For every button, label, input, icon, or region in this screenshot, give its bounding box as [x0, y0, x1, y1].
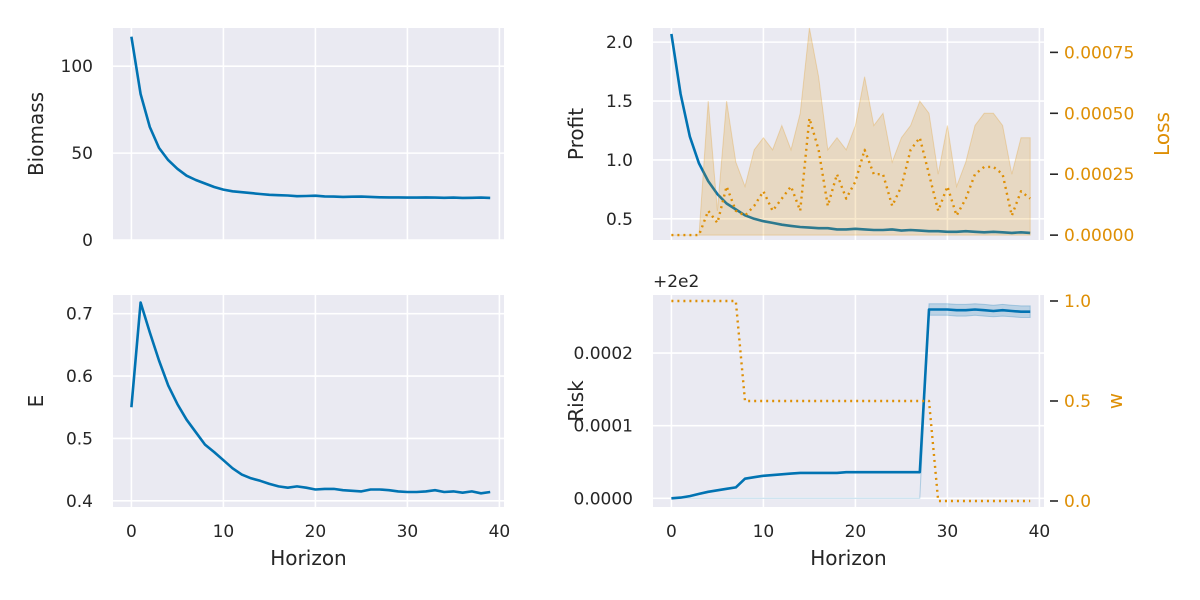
- x-tick-label: 10: [753, 522, 775, 542]
- profit-series-line: [670, 33, 1031, 235]
- y-tick-label: 0.0000: [574, 489, 633, 509]
- y-tick-label: 0: [82, 231, 93, 251]
- y-axis-label: Risk: [564, 380, 588, 422]
- y2-axis-label: Loss: [1150, 112, 1174, 156]
- y2-axis-label: w: [1103, 393, 1127, 409]
- y2-tick-label: 1.0: [1064, 292, 1091, 312]
- x-tick-label: 30: [397, 522, 419, 542]
- x-tick-label: 20: [305, 522, 327, 542]
- y2-tick-label: 0.00050: [1064, 104, 1134, 124]
- y-tick-label: 0.0001: [574, 417, 633, 437]
- chart-effort: 0.4 0.5 0.6 0.7 0 10 20 30 40 Horizon E: [24, 295, 510, 570]
- y2-tick-label: 0.5: [1064, 392, 1091, 412]
- loss-series-line: [671, 116, 1031, 237]
- x-tick-label: 0: [666, 522, 677, 542]
- y-tick-label: 1.0: [606, 151, 633, 171]
- y-tick-label: 2.0: [606, 33, 633, 53]
- x-tick-label: 20: [845, 522, 867, 542]
- chart-profit-loss: 0.5 1.0 1.5 2.0 Profit 0.00000 0.00025 0.00050 0…: [564, 27, 1174, 246]
- y-axis-label: Biomass: [24, 92, 48, 176]
- y-tick-label: 0.6: [66, 367, 93, 387]
- chart-biomass: 0 50 100 Biomass: [24, 28, 504, 251]
- plot-background: [653, 295, 1044, 507]
- e-series-line: [130, 301, 491, 495]
- y-tick-label: 0.4: [66, 492, 93, 512]
- loss-confidence-band: [671, 27, 1031, 236]
- risk-series-line: [671, 308, 1031, 500]
- x-tick-label: 30: [937, 522, 959, 542]
- y-tick-label: 0.0002: [574, 344, 633, 364]
- chart-risk-w: 0.0000 0.0001 0.0002 0 10 20 30 40 Horizon Risk +2…: [564, 272, 1127, 570]
- x-tick-label: 10: [213, 522, 235, 542]
- y-tick-label: 0.5: [606, 210, 633, 230]
- y-axis-label: Profit: [564, 108, 588, 160]
- x-tick-label: 40: [1029, 522, 1051, 542]
- y-tick-label: 0.5: [66, 429, 93, 449]
- y-tick-label: 0.7: [66, 305, 93, 325]
- x-axis-label: Horizon: [810, 546, 886, 570]
- plot-background: [113, 28, 504, 240]
- w-series-line: [671, 299, 1031, 503]
- x-tick-label: 40: [489, 522, 511, 542]
- y-tick-label: 1.5: [606, 92, 633, 112]
- biomass-series-line: [130, 36, 491, 200]
- y-tick-label: 50: [71, 144, 93, 164]
- y-axis-label: E: [24, 395, 48, 408]
- axis-offset-label: +2e2: [653, 272, 699, 292]
- plot-background: [653, 28, 1044, 240]
- x-tick-label: 0: [126, 522, 137, 542]
- y2-tick-label: 0.0: [1064, 492, 1091, 512]
- x-axis-label: Horizon: [270, 546, 346, 570]
- y-tick-label: 100: [61, 57, 93, 77]
- y2-tick-label: 0.00075: [1064, 43, 1134, 63]
- y2-tick-label: 0.00025: [1064, 165, 1134, 185]
- plot-background: [113, 295, 504, 507]
- y2-tick-label: 0.00000: [1064, 226, 1134, 246]
